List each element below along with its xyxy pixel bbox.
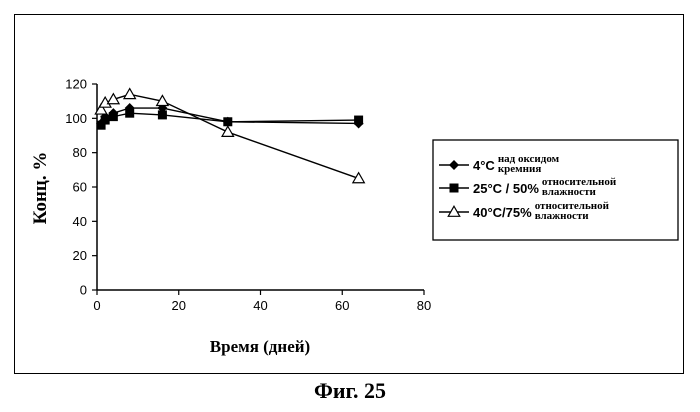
- y-tick-label: 100: [65, 111, 87, 126]
- x-tick-label: 60: [335, 298, 349, 313]
- square-data-point: [223, 117, 232, 126]
- legend-label-main: 4°C: [473, 158, 495, 173]
- x-tick-label: 0: [93, 298, 100, 313]
- square-data-point: [125, 109, 134, 118]
- legend-label-main: 25°C / 50%: [473, 181, 539, 196]
- x-axis-title: Время (дней): [210, 337, 310, 356]
- square-data-point: [101, 116, 110, 125]
- y-tick-label: 60: [73, 180, 87, 195]
- y-tick-label: 0: [80, 283, 87, 298]
- legend-label-sub: влажности: [535, 210, 590, 222]
- legend-marker: [450, 184, 459, 193]
- y-tick-label: 20: [73, 248, 87, 263]
- square-data-point: [354, 116, 363, 125]
- figure-caption: Фиг. 25: [0, 378, 700, 404]
- legend-label-main: 40°C/75%: [473, 205, 532, 220]
- square-data-point: [158, 110, 167, 119]
- y-tick-label: 120: [65, 77, 87, 92]
- y-axis-title: Конц. %: [30, 152, 51, 225]
- legend-label-sub: влажности: [542, 186, 597, 198]
- x-tick-label: 20: [172, 298, 186, 313]
- x-tick-label: 40: [253, 298, 267, 313]
- series-3: [95, 89, 364, 183]
- y-tick-label: 40: [73, 214, 87, 229]
- triangle-data-point: [124, 89, 136, 99]
- series-2: [97, 109, 364, 130]
- legend-label-sub: кремния: [498, 163, 542, 175]
- legend: 4°Cнад оксидомкремния25°C / 50%относител…: [433, 140, 678, 240]
- square-data-point: [109, 112, 118, 121]
- x-tick-label: 80: [417, 298, 431, 313]
- triangle-data-point: [222, 126, 234, 136]
- y-tick-label: 80: [73, 145, 87, 160]
- axes: 0 20 40 60 80 100 120 0 20 40 60 80: [65, 77, 431, 314]
- series-layer: [95, 89, 364, 183]
